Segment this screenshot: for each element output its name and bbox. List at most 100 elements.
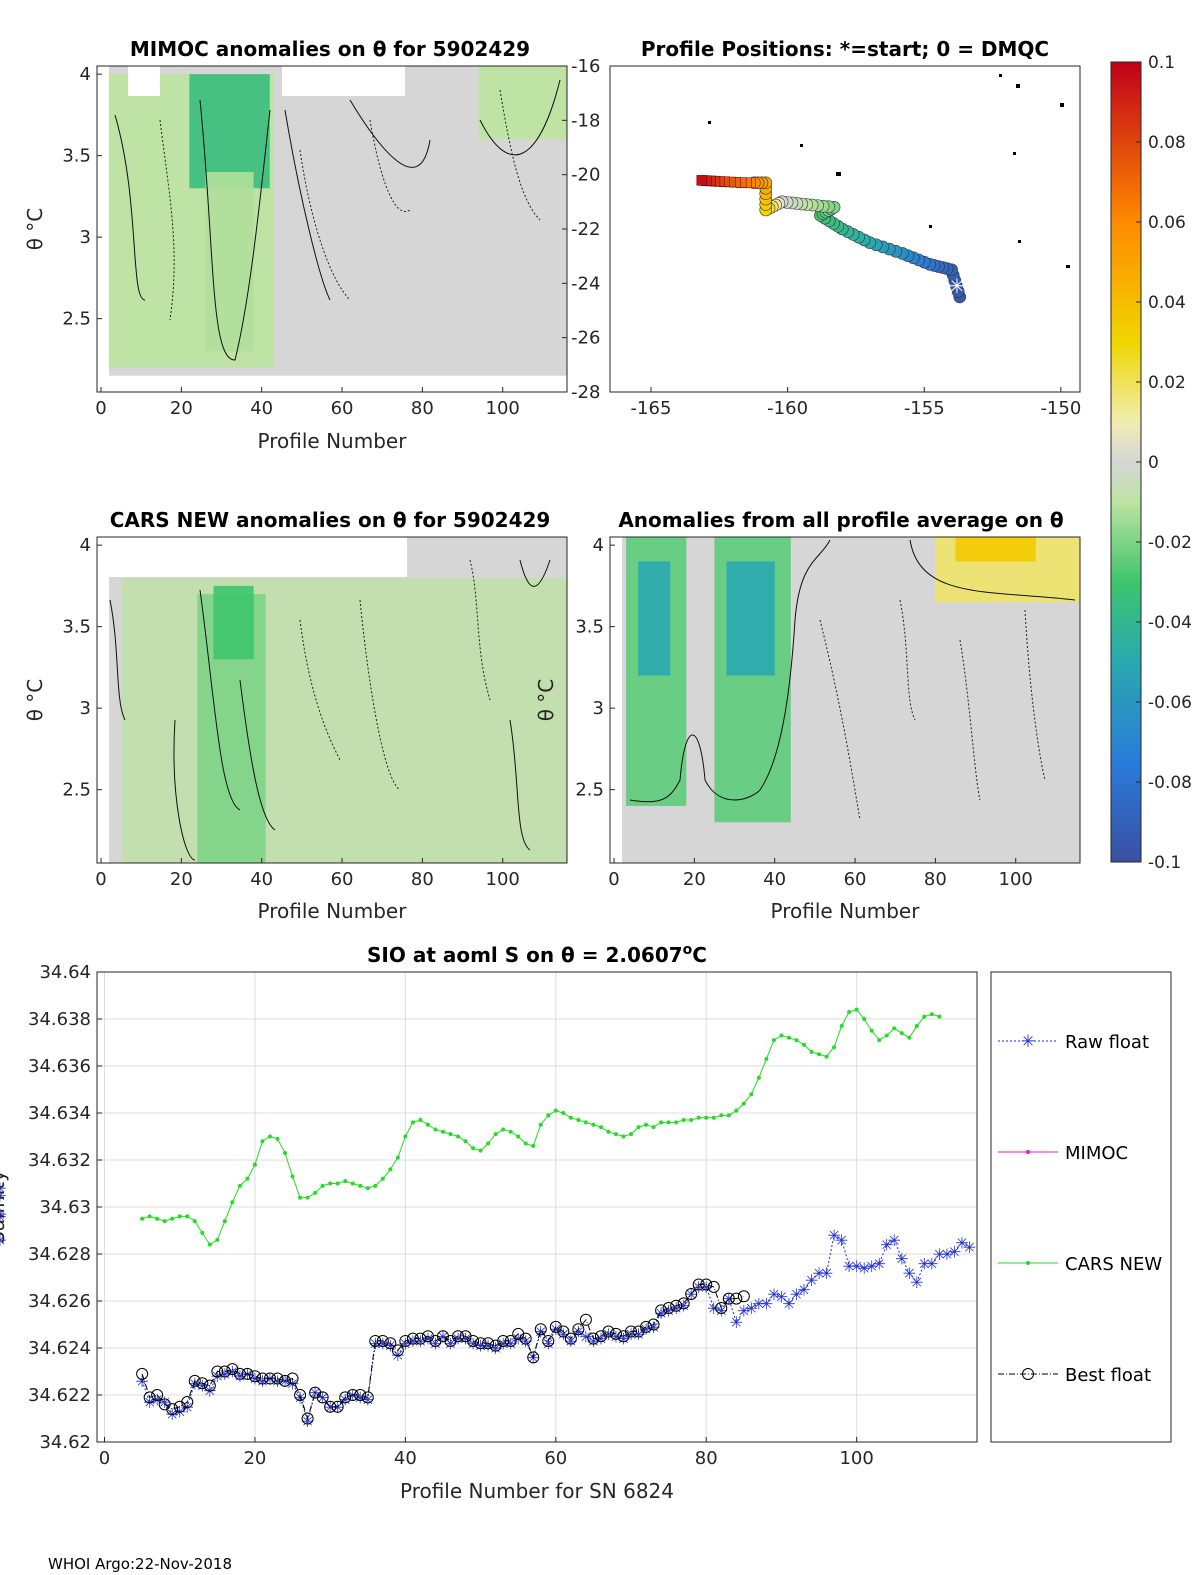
island-marker [999,74,1002,77]
cars-point [696,1115,701,1120]
cars-point [185,1214,190,1219]
best-point [241,1367,254,1380]
best-point [316,1391,329,1404]
anomaly-band [205,171,254,352]
anomaly-band [213,585,254,660]
cars-point [802,1042,807,1047]
salinity-title-sup: o [683,942,693,958]
mimoc-dotted-contours [159,89,541,321]
raw-point: ✳ [730,1313,743,1332]
island-marker [1066,265,1070,268]
mimoc-xlabel: Profile Number [258,429,408,453]
best-point [188,1374,201,1387]
anomaly-band [478,66,567,140]
colorbar-ticks: 0.1 0.08 0.06 0.04 0.02 0 -0.02 -0.04 -0.06 -0.08… [1136,53,1192,873]
p5-xtick-label: 0 [99,1448,110,1469]
best-point [361,1391,374,1404]
cars-point [425,1122,430,1127]
cars-point [877,1038,882,1043]
best-point [737,1290,750,1303]
island-markers [708,74,1070,268]
p1-xtick-label: 20 [170,398,193,419]
cars-point [937,1014,942,1019]
cars-point [373,1183,378,1188]
raw-point: ✳ [218,1365,231,1384]
cars-point [847,1009,852,1014]
cars-point [260,1139,265,1144]
best-point [263,1372,276,1385]
best-point [271,1372,284,1385]
cars-point [839,1024,844,1029]
legend-best-marker [1022,1368,1034,1380]
best-point [339,1391,352,1404]
salinity-panel-title: SIO at aoml S on θ = 2.0607oC [367,942,707,967]
mimoc-yticks: 2.5 3 3.5 4 [62,64,102,330]
all-profile-axes-frame [609,536,1081,864]
p4-xtick-label: 0 [608,869,619,890]
colorbar-tick-label: 0.02 [1148,373,1186,393]
best-point [482,1337,495,1350]
all-profile-xlabel: Profile Number [771,899,921,923]
p5-ytick-label: 34.634 [28,1103,91,1124]
all-profile-heat-bands [622,537,1080,863]
best-point [534,1323,547,1336]
cars-point [215,1237,220,1242]
cars-point [726,1113,731,1118]
best-point [474,1337,487,1350]
cars-point [320,1183,325,1188]
cars-point [335,1181,340,1186]
best-point [452,1330,465,1343]
raw-point: ✳ [414,1332,427,1351]
island-marker [836,172,841,176]
cars-point [591,1122,596,1127]
p4-xtick-label: 100 [999,869,1033,890]
raw-point: ✳ [301,1412,314,1431]
salinity-xlabel: Profile Number for SN 6824 [400,1479,674,1503]
best-point [722,1292,735,1305]
profile-position [696,175,708,186]
p3-xtick-label: 60 [331,869,354,890]
mimoc-contours [114,79,561,361]
cars-point [704,1115,709,1120]
salinity-series-panel: SIO at aoml S on θ = 2.0607oC ✳✳✳✳✳✳✳✳✳✳… [0,942,1172,1503]
raw-point: ✳ [940,1245,953,1264]
p2-ytick-label: -26 [571,328,600,349]
p1-ytick-label: 2.5 [62,309,91,330]
cars-point [914,1024,919,1029]
legend-best-label: Best float [1065,1365,1151,1386]
raw-point: ✳ [895,1250,908,1269]
cars-ylabel: θ °C [23,679,47,722]
raw-point: ✳ [775,1287,788,1306]
colorbar-tick-label: 0 [1148,453,1159,473]
cars-point [644,1122,649,1127]
legend-raw-marker: ✳ [1021,1032,1035,1052]
cars-point [275,1136,280,1141]
cars-point [267,1134,272,1139]
cars-point [884,1033,889,1038]
best-point [504,1334,517,1347]
float-track: ✳ [696,175,967,304]
cars-panel-title: CARS NEW anomalies on θ for 5902429 [110,508,551,532]
p1-xtick-label: 100 [486,398,520,419]
p2-ytick-label: -20 [571,165,600,186]
best-point [625,1325,638,1338]
p3-xtick-label: 20 [170,869,193,890]
colorbar-tick-label: -0.1 [1148,853,1181,873]
best-point [572,1323,585,1336]
cars-point [711,1115,716,1120]
no-data-region [128,66,160,96]
cars-point [899,1031,904,1036]
best-point [527,1351,540,1364]
p3-ytick-label: 4 [80,535,91,556]
best-point [467,1334,480,1347]
p3-ytick-label: 3 [80,698,91,719]
raw-point: ✳ [339,1391,352,1410]
cars-point [298,1195,303,1200]
mimoc-panel-title: MIMOC anomalies on θ for 5902429 [130,37,530,61]
p4-xtick-label: 60 [844,869,867,890]
best-point [640,1320,653,1333]
cars-point [365,1186,370,1191]
best-point [346,1389,359,1401]
best-point [143,1391,156,1404]
cars-point [493,1132,498,1137]
